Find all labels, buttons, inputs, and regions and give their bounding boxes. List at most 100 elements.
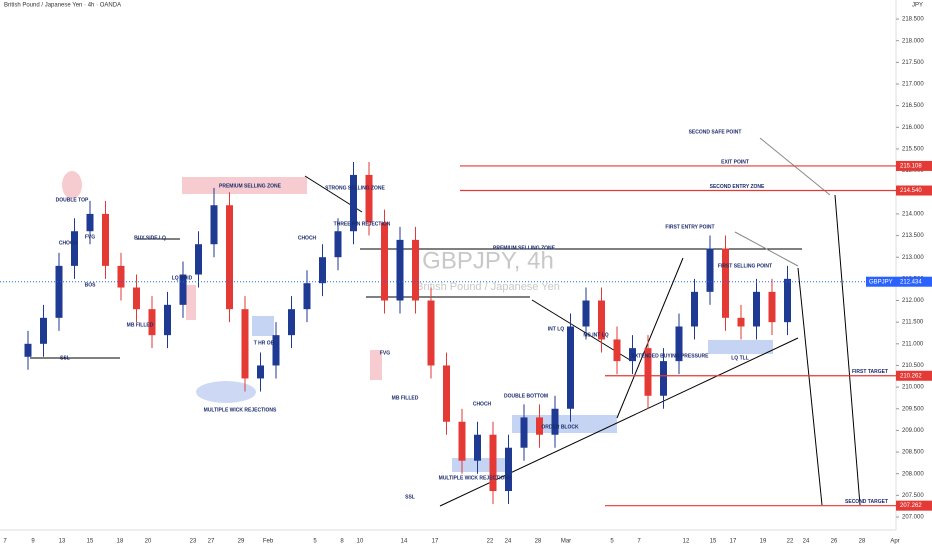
annotation: THREE PIN REJECTION <box>334 221 391 227</box>
candle-body <box>567 326 574 409</box>
candle <box>148 296 156 349</box>
candle-body <box>551 408 559 435</box>
zone <box>186 285 196 320</box>
annotation: ORDER BLOCK <box>541 424 579 430</box>
x-tick-label: 12 <box>683 539 690 545</box>
candle <box>722 235 729 331</box>
price-tag <box>896 370 932 381</box>
candle-body <box>474 434 481 461</box>
y-tick-label: 211.000 <box>902 341 924 347</box>
candle <box>288 296 295 349</box>
candle <box>427 287 435 379</box>
x-tick-label: 22 <box>787 539 794 545</box>
candle-body <box>24 343 32 357</box>
x-tick-label: 7 <box>3 539 7 545</box>
candle <box>334 218 342 271</box>
y-tick-label: 208.500 <box>902 450 924 456</box>
annotation: LQ VOID <box>172 275 193 281</box>
candle <box>412 226 419 314</box>
annotation: MB FILLED <box>392 395 419 401</box>
price-tag-label: 215.108 <box>900 164 922 170</box>
candle-body <box>226 205 233 310</box>
x-tick-label: 5 <box>313 539 317 545</box>
candle-body <box>148 309 156 336</box>
candle-body <box>179 274 187 305</box>
x-tick-label: 19 <box>760 539 767 545</box>
candle-body <box>691 291 698 327</box>
annotation: BOS <box>85 282 97 288</box>
candle <box>784 265 791 336</box>
watermark-subtitle: British Pound / Japanese Yen <box>416 281 560 293</box>
annotation: MULTIPLE WICK REJECTIONS <box>204 407 277 413</box>
candle <box>582 287 590 340</box>
candle-body <box>288 309 295 336</box>
candle-body <box>753 291 760 327</box>
candle <box>350 161 357 245</box>
x-tick-label: 24 <box>803 539 810 545</box>
candle <box>179 261 187 318</box>
candle-body <box>675 326 683 362</box>
x-tick-label: 24 <box>505 539 512 545</box>
candle-body <box>396 239 404 301</box>
candle <box>210 187 218 258</box>
y-tick-label: 216.000 <box>902 125 924 131</box>
candle <box>133 274 140 323</box>
annotation: CHOCH <box>298 235 317 241</box>
x-tick-label: 20 <box>145 539 152 545</box>
x-tick-label: Mar <box>561 539 571 545</box>
x-tick-label: 9 <box>31 539 35 545</box>
annotation: CHOCH <box>473 401 492 407</box>
symbol-tag <box>866 276 896 287</box>
x-tick-label: Feb <box>263 539 274 545</box>
symbol-tag-label: GBPJPY <box>869 279 893 285</box>
candle-body <box>629 348 636 362</box>
candle <box>489 421 497 505</box>
candle-body <box>195 244 202 275</box>
price-tag <box>896 500 932 511</box>
annotation: BUY SIDE LQ <box>134 235 166 241</box>
zone <box>196 381 256 403</box>
zone <box>62 171 82 199</box>
candle-body <box>241 309 249 379</box>
candle-body <box>582 300 590 327</box>
candle <box>768 278 776 336</box>
y-tick-label: 210.000 <box>902 385 924 391</box>
x-tick-label: 23 <box>190 539 197 545</box>
watermark: GBPJPY, 4h <box>422 247 554 274</box>
annotation: MS INT LQ <box>583 332 608 338</box>
x-tick-label: 18 <box>117 539 124 545</box>
candle <box>381 209 388 314</box>
candle-body <box>505 447 512 492</box>
y-tick-label: 216.500 <box>902 103 924 109</box>
candle <box>458 408 466 474</box>
candle-body <box>55 265 63 318</box>
candle <box>102 200 109 279</box>
trendline <box>439 337 799 507</box>
y-tick-label: 211.500 <box>902 320 924 326</box>
annotation: SECOND SAFE POINT <box>689 129 742 135</box>
y-tick-label: 213.500 <box>902 233 924 239</box>
x-tick-label: 17 <box>432 539 439 545</box>
annotation: SSL <box>405 494 415 500</box>
chart-title: British Pound / Japanese Yen · 4h · OAND… <box>4 3 121 9</box>
candle-body <box>117 265 125 288</box>
level-label: SECOND TARGET <box>845 499 888 505</box>
candle <box>691 278 698 340</box>
x-tick-label: 8 <box>340 539 344 545</box>
candle <box>737 304 745 340</box>
candle <box>365 161 373 236</box>
candle <box>195 231 202 288</box>
zone <box>252 316 274 336</box>
candle <box>117 252 125 301</box>
price-tag <box>896 276 932 287</box>
level-label: FIRST TARGET <box>852 369 888 375</box>
candle-body <box>350 174 357 232</box>
candle-body <box>86 213 94 232</box>
candle-body <box>737 317 745 327</box>
price-tag-label: 210.262 <box>900 373 922 379</box>
candle-body <box>458 421 466 461</box>
candle <box>520 404 528 461</box>
candle <box>226 192 233 323</box>
candle-body <box>520 417 528 448</box>
annotation: EXTENDED BUYING PRESSURE <box>632 353 710 359</box>
